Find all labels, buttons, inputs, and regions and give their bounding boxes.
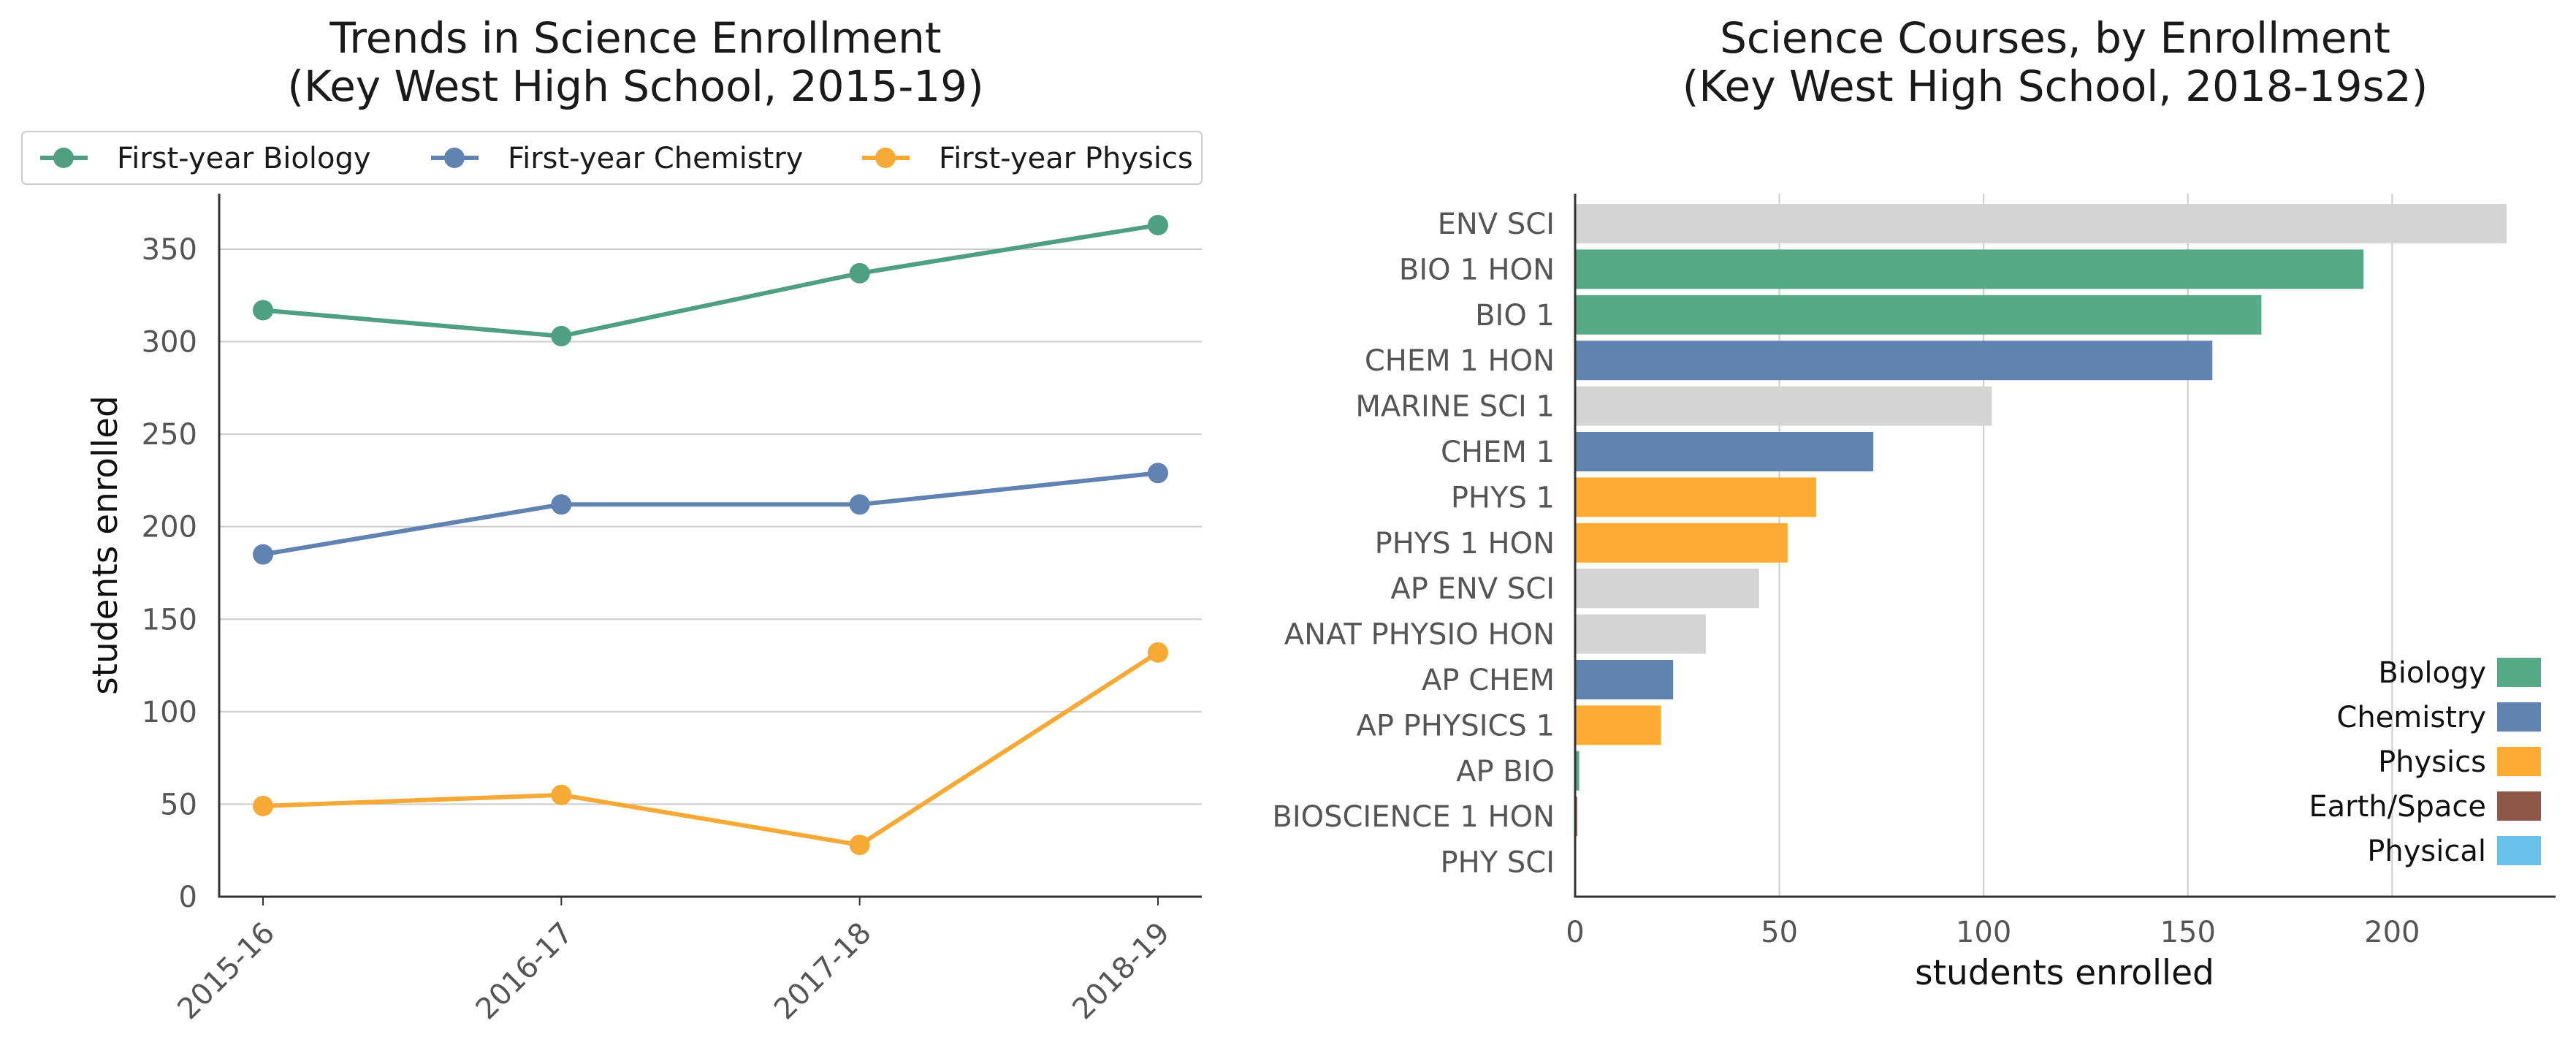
bar-chem-1-hon (1575, 341, 2213, 381)
x-tick-label: 2018-19 (1066, 916, 1176, 1027)
legend-marker-first-year-chemistry (444, 148, 465, 168)
legend-swatch-biology (2497, 658, 2541, 687)
category-label: CHEM 1 (1441, 436, 1555, 469)
line-chart-y-ticks: 0 50 100 150 200 250 300 350 (142, 233, 197, 914)
legend-label-first-year-biology: First-year Biology (117, 142, 371, 175)
line-chart-legend: First-year Biology First-year Chemistry Fi… (21, 131, 1203, 185)
line-chart-subtitle: (Key West High School, 2015-19) (287, 61, 983, 111)
line-chart-axes (218, 194, 1202, 898)
category-label: BIO 1 HON (1399, 253, 1555, 286)
bar-chart-axes (1574, 194, 2556, 898)
bar-chart-legend: Biology Chemistry Physics Earth/Space Physic… (2309, 656, 2541, 868)
x-tick-label: 150 (2160, 916, 2216, 949)
x-tick-label: 200 (2364, 916, 2420, 949)
x-tick-label: 50 (1761, 916, 1798, 949)
y-tick-label: 50 (160, 788, 197, 821)
legend-label-physical: Physical (2367, 835, 2486, 868)
data-point-first-year-physics (1148, 642, 1168, 663)
bar-ap-env-sci (1575, 569, 1759, 609)
line-chart-series (253, 215, 1168, 856)
bar-bio-1-hon (1575, 249, 2364, 289)
series-line-first-year-physics (262, 650, 1159, 848)
category-label: PHYS 1 (1451, 481, 1555, 514)
legend-swatch-physical (2497, 836, 2541, 865)
bar-chart-x-axis-label: students enrolled (1915, 953, 2214, 993)
bar-env-sci (1575, 204, 2507, 243)
y-tick-label: 250 (142, 418, 197, 452)
line-chart-title: Trends in Science Enrollment (329, 13, 941, 63)
data-point-first-year-chemistry (253, 544, 273, 565)
y-tick-label: 150 (142, 603, 197, 637)
bar-marine-sci-1 (1575, 386, 1992, 426)
line-chart-x-ticks: 2015-16 2016-17 2017-18 2018-19 (171, 897, 1176, 1026)
y-tick-label: 200 (142, 511, 197, 544)
category-label: AP PHYSICS 1 (1356, 709, 1555, 742)
data-point-first-year-biology (849, 262, 870, 284)
category-label: ANAT PHYSIO HON (1284, 618, 1555, 652)
bar-chart-bars (1575, 204, 2507, 837)
legend-label-chemistry: Chemistry (2336, 701, 2486, 734)
category-label: BIO 1 (1475, 299, 1555, 333)
legend-marker-first-year-biology (53, 148, 74, 168)
series-line-first-year-chemistry (262, 471, 1159, 557)
y-tick-label: 100 (142, 696, 197, 729)
category-label: CHEM 1 HON (1365, 344, 1555, 378)
bar-ap-bio (1575, 751, 1579, 791)
data-point-first-year-physics (849, 835, 870, 856)
data-point-first-year-physics (551, 784, 572, 805)
x-tick-label: 0 (1566, 916, 1584, 949)
bar-phys-1 (1575, 477, 1816, 517)
category-label: AP CHEM (1422, 664, 1555, 697)
category-label: BIOSCIENCE 1 HON (1272, 800, 1555, 834)
bar-chart-x-ticks: 0 50 100 150 200 (1566, 916, 2420, 949)
bar-bio-1 (1575, 295, 2262, 335)
bar-ap-physics-1 (1575, 705, 1661, 745)
legend-label-first-year-chemistry: First-year Chemistry (508, 142, 803, 175)
line-chart-legend-box (21, 131, 1203, 185)
bar-anat-physio-hon (1575, 614, 1706, 654)
category-label: AP ENV SCI (1390, 572, 1555, 606)
y-tick-label: 0 (179, 881, 197, 914)
legend-label-earth-space: Earth/Space (2309, 790, 2486, 824)
data-point-first-year-biology (551, 325, 572, 346)
series-line-first-year-biology (262, 223, 1159, 338)
bar-chem-1 (1575, 432, 1874, 471)
line-chart-gridlines (219, 248, 1202, 805)
line-chart: Trends in Science Enrollment (Key West H… (21, 13, 1203, 1026)
category-label: AP BIO (1456, 755, 1555, 789)
category-label: ENV SCI (1438, 208, 1555, 241)
x-tick-label: 2016-17 (470, 916, 580, 1027)
data-point-first-year-physics (253, 795, 273, 816)
legend-label-biology: Biology (2378, 656, 2486, 690)
category-label: PHYS 1 HON (1375, 527, 1555, 561)
data-point-first-year-biology (1148, 215, 1168, 236)
y-tick-label: 300 (142, 326, 197, 360)
legend-swatch-physics (2497, 747, 2541, 776)
legend-swatch-chemistry (2497, 702, 2541, 732)
bar-chart-category-labels: ENV SCI BIO 1 HON BIO 1 CHEM 1 HON MARINE SC… (1272, 208, 1555, 880)
bar-chart: Science Courses, by Enrollment (Key West… (1272, 13, 2556, 993)
category-label: MARINE SCI 1 (1355, 390, 1555, 424)
data-point-first-year-biology (253, 300, 273, 321)
data-point-first-year-chemistry (849, 494, 870, 515)
legend-marker-first-year-physics (875, 148, 896, 168)
x-tick-label: 100 (1956, 916, 2011, 949)
line-chart-y-axis-label: students enrolled (85, 395, 126, 695)
x-tick-label: 2017-18 (768, 916, 878, 1027)
bar-chart-subtitle: (Key West High School, 2018-19s2) (1683, 61, 2428, 111)
data-point-first-year-chemistry (551, 494, 572, 515)
category-label: PHY SCI (1441, 846, 1555, 880)
y-tick-label: 350 (142, 233, 197, 267)
legend-label-physics: Physics (2378, 745, 2486, 779)
x-tick-label: 2015-16 (171, 916, 281, 1027)
bar-ap-chem (1575, 660, 1674, 699)
data-point-first-year-chemistry (1148, 463, 1168, 484)
legend-label-first-year-physics: First-year Physics (939, 142, 1193, 175)
legend-swatch-earth-space (2497, 791, 2541, 821)
bar-chart-title: Science Courses, by Enrollment (1720, 13, 2390, 63)
bar-phys-1-hon (1575, 523, 1788, 563)
